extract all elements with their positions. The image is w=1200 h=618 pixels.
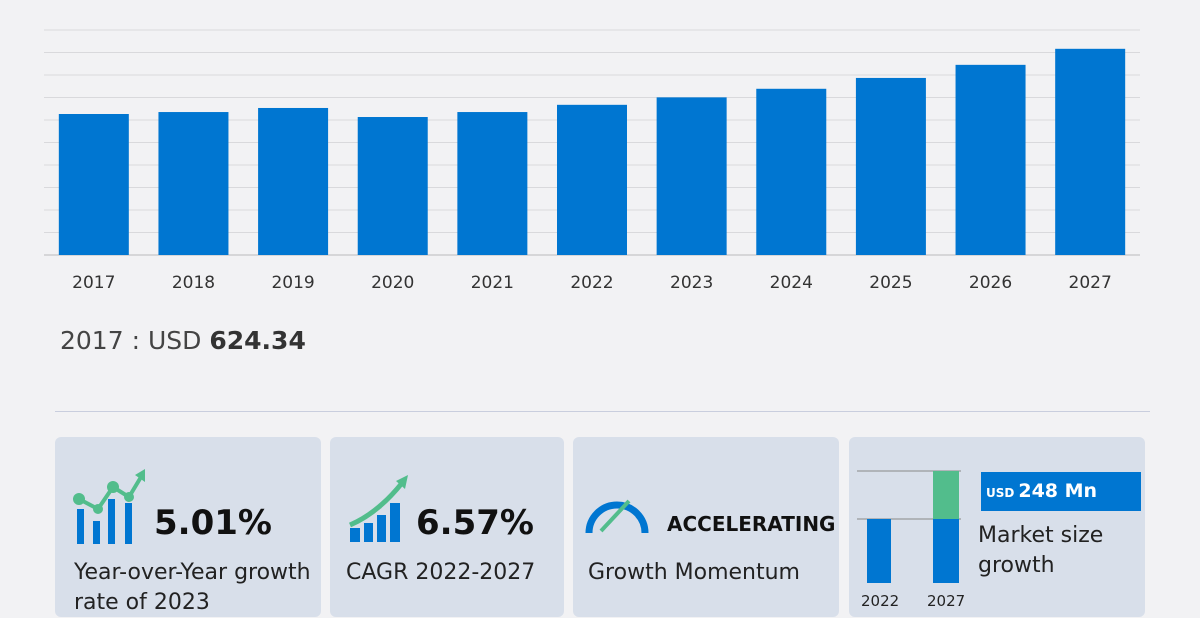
momentum-card: ACCELERATING Growth Momentum [573,437,839,617]
selected-year: 2017 [60,326,124,355]
bar-2021[interactable] [457,112,528,255]
market-growth-badge: USD 248 Mn [981,472,1141,511]
speedometer-icon [585,499,649,534]
yoy-card: 5.01% Year-over-Year growth rate of 2023 [55,437,321,617]
bar-2025[interactable] [855,77,926,255]
x-tick-label: 2020 [371,273,414,293]
selected-amount: 624.34 [209,326,306,355]
bar-2017[interactable] [58,114,129,255]
bar-2019[interactable] [258,107,329,255]
bar-2026[interactable] [955,64,1026,255]
bar-chart: 2017 2018 2019 2020 2021 2022 2023 2024 2025 2026… [44,29,1140,293]
x-tick-label: 2017 [72,273,115,293]
year-end-label: 2027 [927,592,966,610]
divider [55,411,1150,412]
cagr-label: CAGR 2022-2027 [346,560,536,585]
bar-2024[interactable] [756,88,827,256]
x-tick-label: 2022 [570,273,613,293]
x-tick-label: 2025 [869,273,912,293]
market-growth-card: 2022 2027 USD 248 Mn Market size growth [849,437,1145,617]
yoy-label: Year-over-Year growth rate of 2023 [74,560,311,615]
momentum-label: Growth Momentum [588,560,800,585]
x-tick-label: 2023 [670,273,713,293]
year-start-label: 2022 [861,592,900,610]
market-growth-label: Market size growth [978,523,1104,578]
bar-2027[interactable] [1055,48,1126,255]
cagr-card: 6.57% CAGR 2022-2027 [330,437,564,617]
currency: USD [147,326,202,355]
momentum-value: ACCELERATING [667,512,836,536]
bar-2023[interactable] [656,97,727,255]
bar-2018[interactable] [158,112,229,255]
x-tick-label: 2021 [471,273,514,293]
separator: : [123,326,148,355]
x-tick-label: 2027 [1069,273,1112,293]
x-tick-label: 2026 [969,273,1012,293]
rising-bars-icon [348,475,408,542]
market-growth-bars-icon [857,470,961,583]
bar-2022[interactable] [557,104,627,255]
x-tick-label: 2019 [271,273,314,293]
x-tick-label: 2018 [172,273,215,293]
yoy-value: 5.01% [154,503,272,543]
bar-2020[interactable] [357,117,428,255]
badge-value: 248 Mn [1018,480,1098,502]
x-tick-label: 2024 [770,273,813,293]
selected-value-readout: 2017 : USD 624.34 [60,326,306,355]
badge-currency: USD [986,486,1015,500]
cagr-value: 6.57% [416,503,534,543]
growth-chart-icon [73,469,145,544]
